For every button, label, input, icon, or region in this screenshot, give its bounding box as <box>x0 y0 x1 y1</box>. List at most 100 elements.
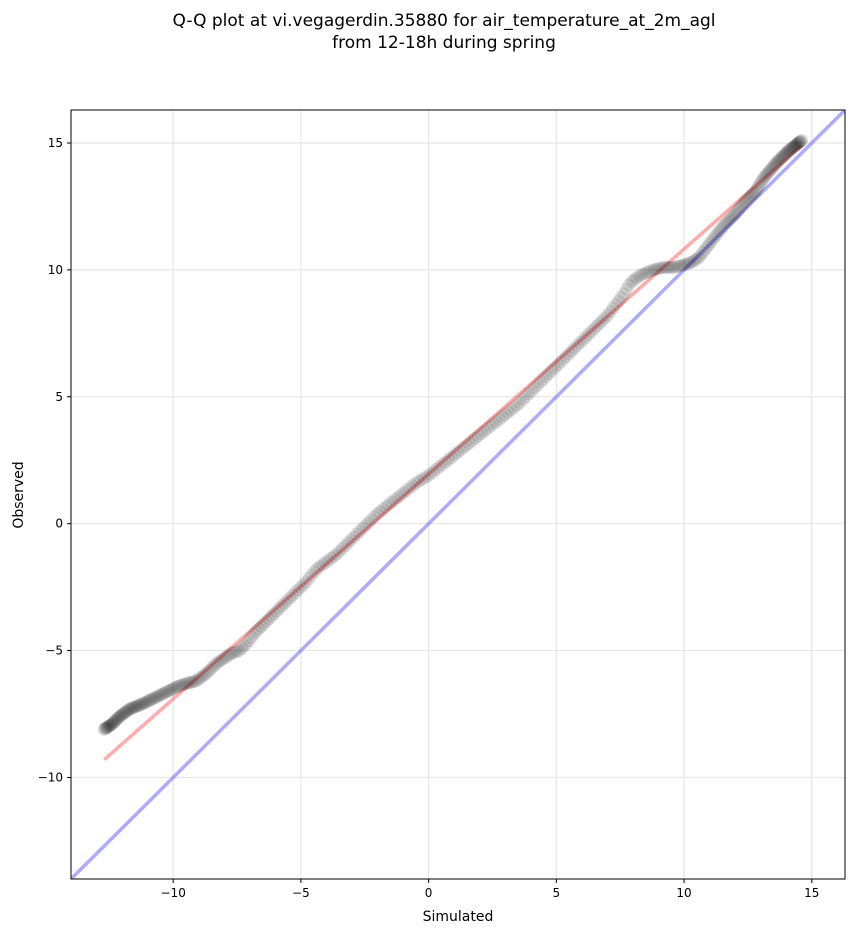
y-axis-label: Observed <box>11 461 27 528</box>
quantile-point <box>140 694 154 708</box>
quantile-point <box>350 527 364 541</box>
quantile-point <box>691 251 705 265</box>
quantile-point <box>625 275 639 289</box>
quantile-point <box>750 182 764 196</box>
quantile-point <box>657 260 671 274</box>
quantile-point <box>162 684 176 698</box>
quantile-point <box>249 624 263 638</box>
quantile-point <box>525 384 539 398</box>
quantile-point <box>429 462 443 476</box>
quantile-point <box>640 266 654 279</box>
quantile-point <box>267 607 281 621</box>
identity-line <box>71 110 845 879</box>
quantile-point <box>689 252 703 266</box>
quantile-point <box>388 493 402 507</box>
quantile-point <box>601 308 615 322</box>
quantile-point <box>265 609 279 623</box>
quantile-point <box>556 352 570 366</box>
quantile-point <box>137 696 151 710</box>
quantile-point <box>291 583 305 597</box>
quantile-point <box>576 333 590 347</box>
quantile-point <box>148 690 162 704</box>
quantile-point <box>678 257 692 271</box>
quantile-point <box>406 479 420 493</box>
quantile-point <box>516 393 530 407</box>
quantile-point <box>685 255 699 269</box>
quantile-point <box>364 513 378 527</box>
quantile-point <box>270 604 284 618</box>
quantile-point <box>152 689 166 703</box>
quantile-point <box>409 476 422 490</box>
quantile-point <box>731 203 745 217</box>
quantile-point <box>619 282 633 296</box>
quantile-point <box>240 637 254 651</box>
quantile-point <box>795 133 809 147</box>
quantile-point <box>278 596 292 610</box>
quantile-point <box>698 243 712 257</box>
quantile-point <box>706 232 720 246</box>
plot-frame <box>70 109 846 880</box>
quantile-point <box>341 536 355 550</box>
x-tick-label: 0 <box>425 886 433 900</box>
quantile-point <box>232 644 246 658</box>
quantile-point <box>765 162 779 176</box>
quantile-point <box>194 671 208 684</box>
quantile-point <box>778 147 792 161</box>
quantile-point <box>286 588 300 602</box>
quantile-point <box>438 455 452 469</box>
quantile-point <box>272 601 286 615</box>
quantile-point <box>254 619 268 633</box>
quantile-point <box>530 378 544 392</box>
quantile-point <box>784 142 798 156</box>
quantile-point <box>333 544 347 558</box>
quantile-point <box>370 507 384 521</box>
quantile-point <box>571 338 585 352</box>
quantile-point <box>766 160 780 174</box>
quantile-point <box>788 139 802 153</box>
quantile-point <box>477 424 491 438</box>
quantile-point <box>780 146 794 160</box>
quantile-point <box>790 137 804 151</box>
quantile-point <box>423 467 437 481</box>
quantile-point <box>593 316 607 330</box>
quantile-point <box>139 695 153 709</box>
quantile-point <box>242 634 256 648</box>
quantile-point <box>662 260 676 274</box>
quantile-point <box>444 450 458 464</box>
quantile-point <box>474 427 488 441</box>
quantile-point <box>426 465 440 479</box>
quantile-point <box>225 646 239 660</box>
quantile-point <box>756 172 770 186</box>
quantile-point <box>729 206 743 220</box>
quantile-point <box>244 630 258 644</box>
quantile-point <box>237 639 251 653</box>
quantile-point <box>791 136 805 150</box>
quantile-point <box>107 715 121 729</box>
quantile-point <box>718 217 732 231</box>
quantile-point <box>307 565 321 579</box>
quantile-point <box>166 682 180 696</box>
quantile-point <box>400 483 414 497</box>
quantile-point <box>198 667 212 681</box>
quantile-point <box>121 704 135 718</box>
quantile-point <box>188 674 202 688</box>
quantile-point <box>735 199 749 213</box>
quantile-point <box>728 208 742 222</box>
quantile-point <box>492 412 506 426</box>
quantile-point <box>252 622 266 636</box>
quantile-point <box>335 541 349 555</box>
quantile-point <box>327 549 341 563</box>
quantile-point <box>103 718 117 732</box>
quantile-point <box>627 273 641 287</box>
y-tick-label: 15 <box>48 136 63 150</box>
quantile-point <box>200 665 214 679</box>
quantile-point <box>603 305 617 319</box>
quantile-point <box>207 659 221 673</box>
quantile-point <box>465 434 479 448</box>
quantile-point <box>700 240 714 254</box>
quantile-point <box>403 481 417 495</box>
quantile-point <box>536 372 550 386</box>
quantile-point <box>772 153 786 167</box>
quantile-point <box>650 262 664 276</box>
quantile-point <box>411 475 425 489</box>
